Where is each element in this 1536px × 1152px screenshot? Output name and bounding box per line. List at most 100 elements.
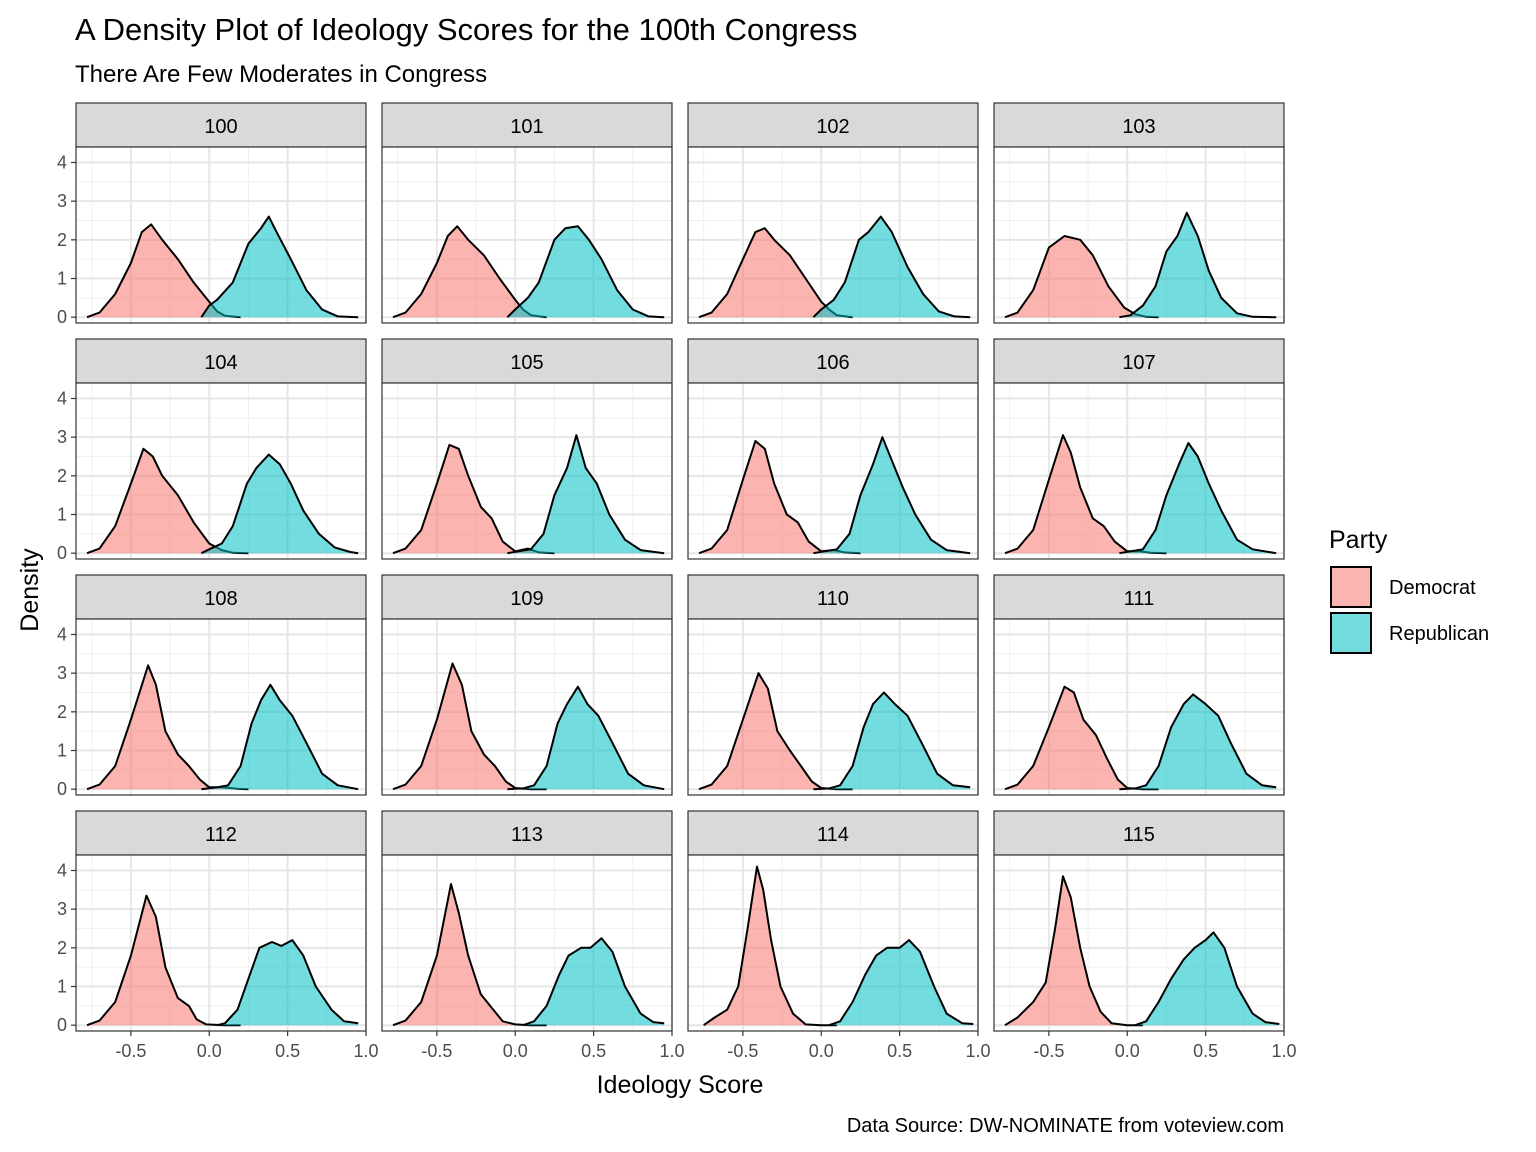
facet-strip xyxy=(381,338,673,384)
legend-title: Party xyxy=(1329,526,1388,554)
density-line-republican xyxy=(201,683,359,791)
x-tick-label: 0.0 xyxy=(503,1041,528,1061)
density-area-republican xyxy=(507,226,665,318)
density-line-republican xyxy=(1134,931,1280,1027)
y-tick-label: 2 xyxy=(57,938,67,958)
y-tick-label: 0 xyxy=(57,1015,67,1035)
density-area-republican xyxy=(201,216,359,318)
facet-strip xyxy=(687,102,979,148)
panel-border xyxy=(993,854,1285,1032)
panel-border xyxy=(993,382,1285,560)
density-area-republican xyxy=(813,692,971,790)
density-area-democrat xyxy=(393,884,547,1026)
y-tick-label: 3 xyxy=(57,427,67,447)
density-line-democrat xyxy=(1004,875,1143,1027)
facet-strip-label: 107 xyxy=(1122,352,1155,374)
y-tick-label: 1 xyxy=(57,977,67,997)
legend-swatch xyxy=(1330,566,1372,608)
y-tick-label: 3 xyxy=(57,191,67,211)
facet-panel-106: 106 xyxy=(687,338,979,560)
y-tick-label: 4 xyxy=(57,388,67,408)
x-axis-label: Ideology Score xyxy=(597,1071,764,1099)
x-tick-label: -0.5 xyxy=(421,1041,452,1061)
y-tick-label: 0 xyxy=(57,543,67,563)
chart-title: A Density Plot of Ideology Scores for th… xyxy=(75,12,857,47)
x-tick-label: 1.0 xyxy=(659,1041,684,1061)
x-tick-label: -0.5 xyxy=(115,1041,146,1061)
x-tick-label: 0.5 xyxy=(581,1041,606,1061)
density-area-democrat xyxy=(1005,435,1167,554)
facet-panel-102: 102 xyxy=(687,102,979,324)
facet-strip-label: 110 xyxy=(817,588,849,610)
chart-caption: Data Source: DW-NOMINATE from voteview.c… xyxy=(847,1115,1284,1137)
panel-border xyxy=(687,382,979,560)
y-tick-label: 2 xyxy=(57,230,67,250)
y-tick-label: 1 xyxy=(57,741,67,761)
facet-panel-111: 111 xyxy=(993,574,1285,796)
x-tick-label: -0.5 xyxy=(1033,1041,1064,1061)
facet-strip-label: 114 xyxy=(817,824,849,846)
x-tick-label: 1.0 xyxy=(1271,1041,1296,1061)
x-tick-label: 0.0 xyxy=(809,1041,834,1061)
chart-subtitle: There Are Few Moderates in Congress xyxy=(75,61,487,88)
facet-strip-label: 106 xyxy=(816,352,849,374)
legend-item-democrat: Democrat xyxy=(1330,566,1476,608)
facet-strip xyxy=(75,338,367,384)
density-line-republican xyxy=(1119,442,1277,555)
y-axis-label: Density xyxy=(16,548,44,632)
facet-panel-112: 112 0 1 2 3 4 -0.5 0.0 0.5 1.0 xyxy=(57,810,379,1061)
density-area-democrat xyxy=(1005,876,1143,1026)
panel-border xyxy=(381,382,673,560)
density-line-republican xyxy=(812,215,971,319)
legend-item-republican: Republican xyxy=(1330,612,1489,654)
facet-strip xyxy=(687,810,979,856)
density-line-republican xyxy=(828,939,974,1027)
x-tick-label: 0.5 xyxy=(887,1041,912,1061)
density-area-democrat xyxy=(699,228,853,318)
x-tick-label: 0.5 xyxy=(1193,1041,1218,1061)
facet-strip xyxy=(381,102,673,148)
x-tick-label: 0.0 xyxy=(1115,1041,1140,1061)
density-line-republican xyxy=(216,939,359,1027)
facet-strip-label: 105 xyxy=(510,352,543,374)
legend-items: Democrat Republican xyxy=(1330,566,1489,654)
density-line-republican xyxy=(1119,693,1277,791)
density-area-democrat xyxy=(393,226,547,318)
panel-border xyxy=(687,618,979,796)
x-tick-label: 1.0 xyxy=(353,1041,378,1061)
density-area-democrat xyxy=(699,673,853,790)
panel-border xyxy=(687,854,979,1032)
facet-strip xyxy=(75,102,367,148)
panel-border xyxy=(75,146,367,324)
facet-strip-label: 102 xyxy=(816,116,849,138)
facet-strip xyxy=(687,574,979,620)
facet-panel-100: 100 0 1 2 3 4 xyxy=(57,102,367,327)
facet-panel-103: 103 xyxy=(993,102,1285,324)
facet-strip-label: 112 xyxy=(205,824,237,846)
density-area-republican xyxy=(813,216,971,318)
y-tick-label: 3 xyxy=(57,663,67,683)
facet-panel-113: 113 -0.5 0.0 0.5 1.0 xyxy=(381,810,685,1061)
facet-panel-110: 110 xyxy=(687,574,979,796)
x-tick-label: 0.0 xyxy=(197,1041,222,1061)
density-area-republican xyxy=(1119,212,1277,318)
facet-panel-109: 109 xyxy=(381,574,673,796)
y-tick-label: 4 xyxy=(57,152,67,172)
facet-strip-label: 113 xyxy=(511,824,543,846)
density-line-republican xyxy=(200,453,359,555)
density-area-republican xyxy=(1135,932,1280,1026)
facet-panel-107: 107 xyxy=(993,338,1285,560)
y-tick-label: 4 xyxy=(57,860,67,880)
x-tick-label: 1.0 xyxy=(965,1041,990,1061)
facet-panel-114: 114 -0.5 0.0 0.5 1.0 xyxy=(687,810,991,1061)
density-area-democrat xyxy=(393,444,555,554)
density-line-republican xyxy=(1119,211,1277,319)
panel-border xyxy=(687,146,979,324)
facet-strip xyxy=(687,338,979,384)
legend-swatch xyxy=(1330,612,1372,654)
facet-strip-label: 100 xyxy=(204,116,237,138)
panel-border xyxy=(75,854,367,1032)
density-area-republican xyxy=(1119,443,1277,554)
density-line-republican xyxy=(506,225,665,319)
